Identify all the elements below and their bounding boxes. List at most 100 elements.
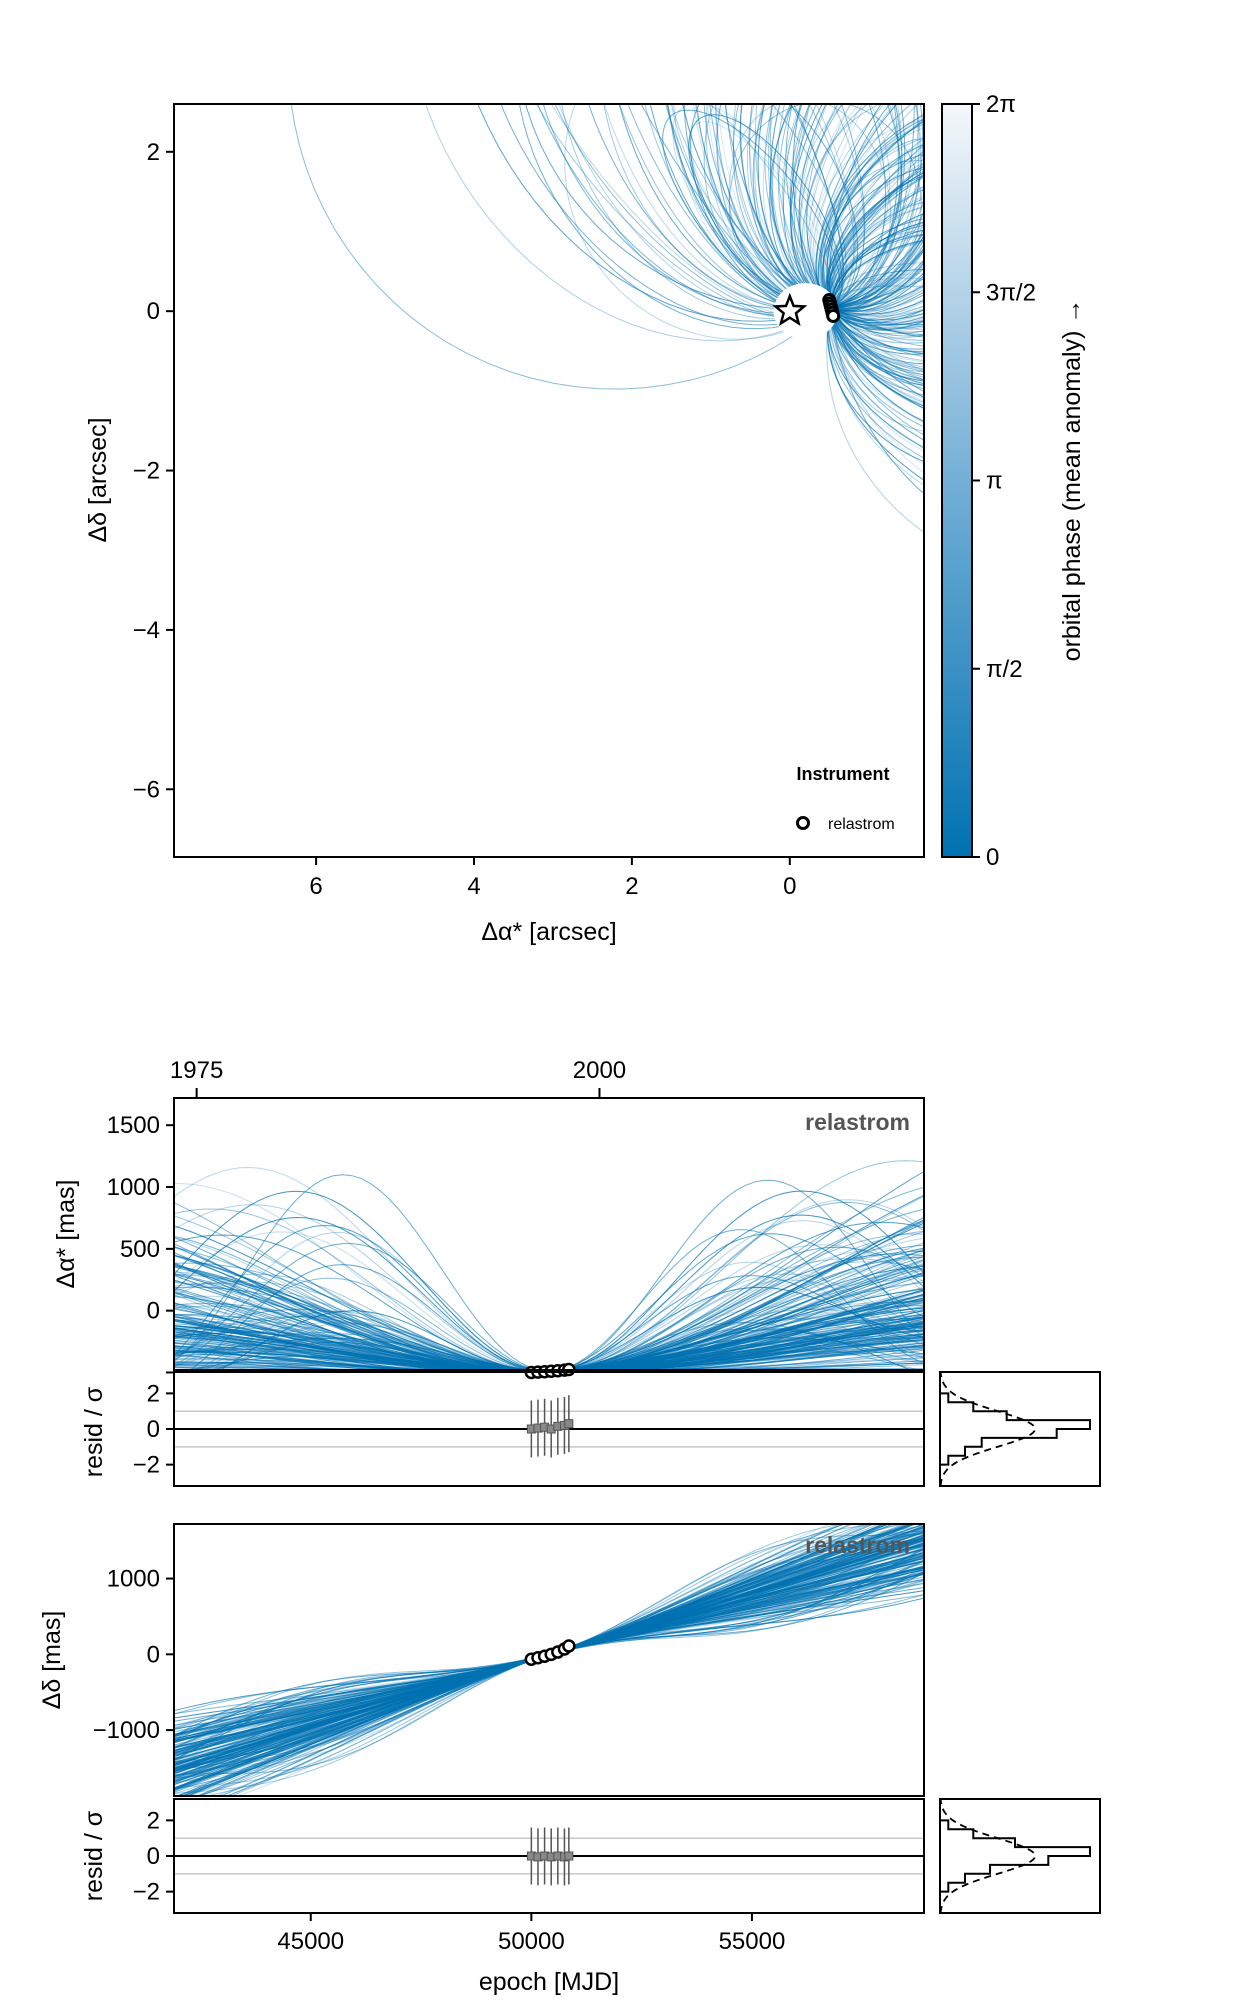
ra-orbit-track bbox=[174, 1330, 853, 1370]
sky-orbit-track bbox=[824, 118, 924, 376]
legend-title: Instrument bbox=[796, 764, 889, 784]
dec-ytick-label: 0 bbox=[147, 1641, 160, 1668]
resid-histogram-steps bbox=[939, 1375, 1091, 1483]
ra-orbit-track bbox=[174, 1256, 924, 1370]
sky-orbit-track bbox=[826, 176, 924, 335]
colorbar-tick-label: π bbox=[986, 468, 1003, 495]
sky-ytick-label: 2 bbox=[147, 139, 160, 166]
sky-orbit-track bbox=[830, 188, 924, 428]
ra-orbit-track bbox=[174, 1201, 924, 1370]
ra-instrument-label: relastrom bbox=[805, 1109, 910, 1135]
sky-xtick-label: 0 bbox=[783, 873, 796, 900]
ra-orbit-track bbox=[174, 1208, 924, 1370]
sky-orbit-track bbox=[828, 205, 924, 344]
dec-panel: 1000 0 −1000 relastrom Δδ [mas] bbox=[38, 1523, 925, 1797]
sky-orbit-track bbox=[728, 104, 892, 309]
ra-orbit-track bbox=[174, 1317, 924, 1370]
epoch-xtick-label: 55000 bbox=[719, 1928, 786, 1955]
sky-orbit-track bbox=[716, 104, 903, 309]
sky-orbit-track bbox=[764, 104, 924, 347]
dec-ylabel: Δδ [mas] bbox=[38, 1611, 66, 1710]
ra-orbit-track bbox=[174, 1242, 924, 1370]
ra-orbit-track bbox=[174, 1275, 924, 1370]
sky-orbit-track bbox=[696, 104, 899, 309]
sky-orbit-track bbox=[806, 104, 924, 315]
sky-orbit-track bbox=[732, 104, 924, 312]
sky-orbit-track bbox=[554, 104, 847, 319]
sky-orbit-track bbox=[830, 233, 924, 381]
ra-orbit-track bbox=[174, 1269, 924, 1370]
ra-orbit-track bbox=[174, 1195, 924, 1370]
ra-orbit-track bbox=[174, 1304, 924, 1370]
sky-legend: Instrument relastrom bbox=[796, 764, 895, 833]
ra-orbit-track bbox=[174, 1190, 924, 1370]
sky-orbit-track bbox=[603, 104, 924, 310]
sky-orbit-track bbox=[500, 104, 906, 326]
ra-orbit-track bbox=[174, 1306, 924, 1370]
sky-orbit-track bbox=[649, 104, 924, 309]
ra-orbit-track bbox=[174, 1216, 924, 1370]
ra-orbit-track bbox=[174, 1214, 924, 1370]
ra-orbit-track bbox=[559, 1317, 924, 1370]
colorbar-tick-label: 3π/2 bbox=[986, 279, 1036, 306]
sky-orbit-track bbox=[830, 229, 924, 385]
sky-orbit-track bbox=[561, 104, 920, 320]
ra-resid-histogram bbox=[939, 1371, 1101, 1487]
sky-orbit-track bbox=[754, 104, 922, 308]
sky-orbit-track bbox=[564, 104, 891, 340]
sky-orbit-track bbox=[826, 120, 924, 409]
sky-ytick-label: −6 bbox=[133, 776, 160, 803]
sky-orbit-track bbox=[827, 142, 924, 404]
ra-orbit-track bbox=[174, 1329, 924, 1370]
sky-orbit-track bbox=[806, 104, 924, 378]
ra-orbit-track bbox=[556, 1319, 924, 1370]
sky-orbit-track bbox=[813, 104, 924, 314]
epoch-xlabel: epoch [MJD] bbox=[479, 1968, 619, 1996]
ra-orbit-track bbox=[174, 1232, 924, 1370]
sky-orbit-track bbox=[667, 104, 924, 309]
star-icon bbox=[772, 292, 808, 327]
sky-orbit-track bbox=[826, 170, 924, 533]
sky-orbit-track bbox=[542, 104, 924, 314]
ra-orbit-track bbox=[557, 1310, 924, 1370]
legend-marker bbox=[796, 816, 810, 830]
sky-orbit-track bbox=[536, 104, 924, 316]
ra-orbit-track bbox=[174, 1327, 924, 1370]
sky-orbit-track bbox=[724, 104, 844, 309]
sky-orbit-track bbox=[821, 143, 924, 352]
sky-orbit-track bbox=[588, 104, 924, 311]
ra-ytick-label: 0 bbox=[147, 1298, 160, 1325]
ra-orbit-track bbox=[174, 1336, 924, 1370]
ra-orbit-track bbox=[174, 1331, 924, 1370]
ra-orbit-track bbox=[194, 1310, 924, 1370]
ra-orbit-track bbox=[174, 1308, 924, 1370]
ra-orbit-track bbox=[174, 1289, 924, 1370]
sky-orbit-track bbox=[828, 234, 924, 448]
ra-orbit-track bbox=[174, 1274, 924, 1370]
sky-orbit-track bbox=[754, 104, 924, 312]
sky-orbit-track bbox=[769, 104, 924, 310]
ra-ytick-label: 500 bbox=[120, 1236, 160, 1263]
sky-frame bbox=[173, 103, 925, 858]
sky-orbit-track bbox=[827, 239, 924, 449]
ra-orbit-track bbox=[559, 1324, 924, 1370]
sky-orbit-track bbox=[825, 144, 924, 330]
sky-observation bbox=[826, 308, 841, 323]
sky-orbit-track bbox=[828, 195, 924, 344]
sky-orbit-track bbox=[715, 104, 924, 308]
colorbar-gradient bbox=[941, 103, 973, 858]
sky-orbit-track bbox=[752, 104, 924, 310]
ra-orbit-track bbox=[174, 1233, 924, 1370]
ra-hist-frame bbox=[939, 1371, 1101, 1487]
sky-orbit-track bbox=[789, 104, 924, 317]
sky-xlabel: Δα* [arcsec] bbox=[481, 918, 616, 946]
ra-orbit-track bbox=[174, 1330, 924, 1370]
ra-orbit-track bbox=[174, 1335, 924, 1370]
sky-orbit-track bbox=[769, 104, 924, 309]
dec-resid-ytick-label: 2 bbox=[147, 1807, 160, 1834]
ra-orbit-track bbox=[174, 1334, 924, 1370]
sky-orbit-track bbox=[827, 162, 924, 381]
colorbar-ticks: 0 π/2 π 3π/2 2π bbox=[972, 91, 1036, 871]
ra-orbit-track bbox=[570, 1348, 924, 1370]
sky-orbit-track bbox=[830, 224, 924, 396]
